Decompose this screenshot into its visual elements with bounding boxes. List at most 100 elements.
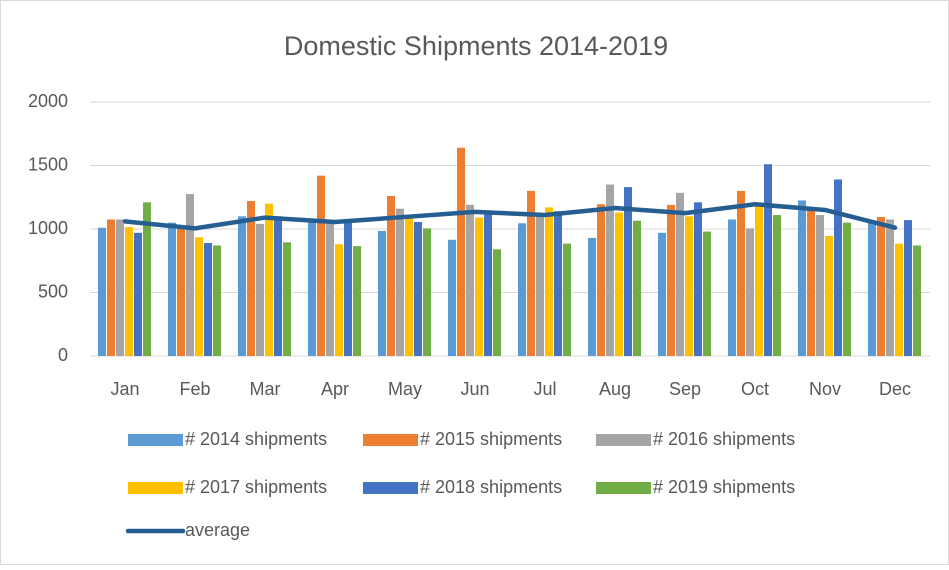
- bar: [755, 206, 763, 356]
- bar: [694, 202, 702, 356]
- bar: [658, 232, 666, 356]
- bar: [746, 228, 754, 356]
- bar: [177, 229, 185, 356]
- bar: [414, 222, 422, 356]
- bar: [335, 244, 343, 356]
- bar: [606, 184, 614, 356]
- bar: [807, 209, 815, 356]
- bar: [886, 219, 894, 356]
- bar: [895, 243, 903, 356]
- x-tick-label: Sep: [669, 379, 701, 399]
- bar: [816, 215, 824, 356]
- legend-swatch: [128, 482, 183, 494]
- bar: [378, 230, 386, 356]
- bar: [283, 242, 291, 356]
- x-tick-label: Jul: [533, 379, 556, 399]
- bar: [396, 208, 404, 356]
- bar: [98, 227, 106, 356]
- legend-label: average: [185, 520, 250, 540]
- bar: [274, 216, 282, 356]
- x-tick-label: May: [388, 379, 422, 399]
- y-tick-label: 500: [38, 281, 68, 301]
- bar: [238, 216, 246, 356]
- legend-label: # 2016 shipments: [653, 429, 795, 449]
- bar: [798, 200, 806, 356]
- x-tick-label: Feb: [179, 379, 210, 399]
- bar: [344, 221, 352, 356]
- bar: [764, 164, 772, 356]
- bar: [868, 221, 876, 356]
- bar: [475, 217, 483, 356]
- bar: [143, 202, 151, 356]
- x-tick-label: Jun: [460, 379, 489, 399]
- y-tick-label: 2000: [28, 91, 68, 111]
- bar: [247, 201, 255, 356]
- chart-title: Domestic Shipments 2014-2019: [284, 31, 668, 61]
- bar: [518, 223, 526, 356]
- bar: [703, 231, 711, 356]
- bar: [457, 147, 465, 356]
- y-tick-label: 1500: [28, 154, 68, 174]
- bar: [624, 187, 632, 356]
- bar: [168, 222, 176, 356]
- legend-label: # 2019 shipments: [653, 477, 795, 497]
- legend-swatch: [596, 434, 651, 446]
- bar: [204, 242, 212, 356]
- legend-label: # 2017 shipments: [185, 477, 327, 497]
- bar: [423, 228, 431, 356]
- x-tick-label: Nov: [809, 379, 841, 399]
- bar: [737, 190, 745, 356]
- bar: [326, 222, 334, 356]
- bar: [116, 219, 124, 356]
- line: [122, 201, 898, 231]
- legend-label: # 2018 shipments: [420, 477, 562, 497]
- bar: [588, 237, 596, 356]
- bar: [107, 219, 115, 356]
- bar: [186, 194, 194, 356]
- x-tick-label: Mar: [250, 379, 281, 399]
- bar: [134, 232, 142, 356]
- bar: [843, 222, 851, 356]
- bar: [308, 220, 316, 356]
- bar: [728, 219, 736, 356]
- legend-label: # 2015 shipments: [420, 429, 562, 449]
- legend-swatch: [596, 482, 651, 494]
- bar: [633, 220, 641, 356]
- bar: [554, 211, 562, 356]
- bar: [493, 249, 501, 356]
- bar: [825, 235, 833, 356]
- bar: [685, 216, 693, 356]
- bar: [527, 190, 535, 356]
- x-tick-label: Dec: [879, 379, 911, 399]
- y-tick-label: 0: [58, 345, 68, 365]
- bar: [484, 213, 492, 356]
- bar: [317, 175, 325, 356]
- bar: [904, 220, 912, 356]
- bar: [387, 195, 395, 356]
- bar: [667, 204, 675, 356]
- legend-swatch: [128, 434, 183, 446]
- x-tick-label: Aug: [599, 379, 631, 399]
- bar: [563, 243, 571, 356]
- bar: [405, 216, 413, 356]
- y-tick-label: 1000: [28, 218, 68, 238]
- x-tick-label: Oct: [741, 379, 769, 399]
- bar: [834, 179, 842, 356]
- bar: [545, 207, 553, 356]
- x-tick-label: Jan: [110, 379, 139, 399]
- bar: [213, 245, 221, 356]
- bar: [466, 204, 474, 356]
- bar: [877, 216, 885, 356]
- bar: [256, 223, 264, 356]
- bar: [125, 227, 133, 356]
- bar: [448, 239, 456, 356]
- bar: [265, 203, 273, 356]
- bar: [195, 237, 203, 356]
- bar: [536, 215, 544, 356]
- x-tick-label: Apr: [321, 379, 349, 399]
- legend-label: # 2014 shipments: [185, 429, 327, 449]
- bar: [597, 204, 605, 356]
- bar: [913, 245, 921, 356]
